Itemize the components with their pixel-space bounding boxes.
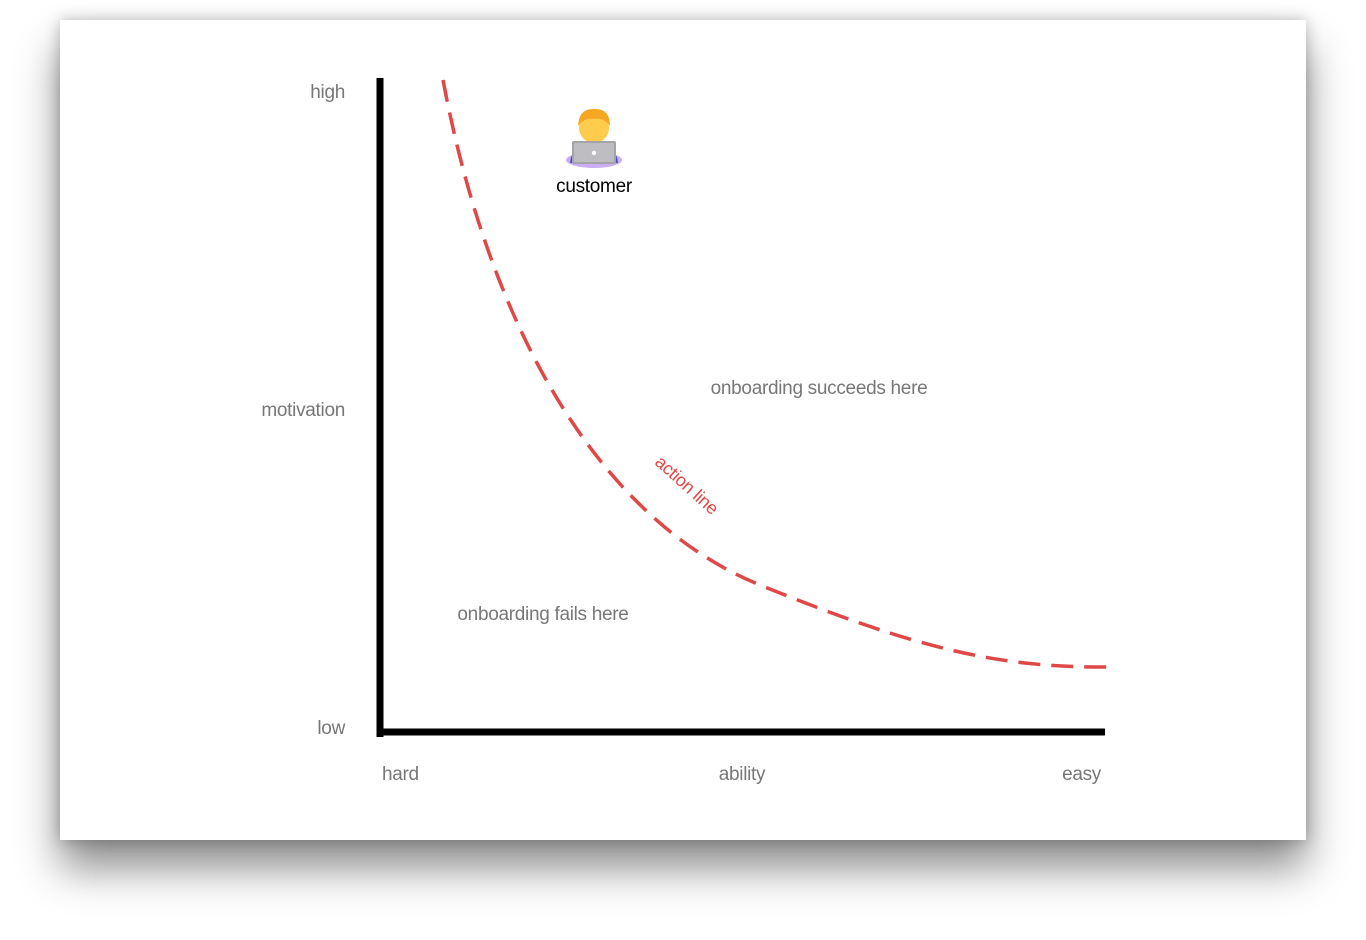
customer-label: customer <box>556 176 633 197</box>
success-region-label: onboarding succeeds here <box>711 378 928 399</box>
y-low-label: low <box>317 718 345 739</box>
action-line-label: action line <box>651 452 722 519</box>
customer-icon <box>566 108 622 168</box>
diagram-card <box>60 20 1306 840</box>
x-low-label: hard <box>382 764 419 785</box>
failure-region-label: onboarding fails here <box>457 604 628 625</box>
y-axis-label: motivation <box>261 400 345 421</box>
action-line <box>441 79 1113 669</box>
x-high-label: easy <box>1062 764 1102 785</box>
y-high-label: high <box>310 82 345 103</box>
x-axis-label: ability <box>719 764 766 785</box>
